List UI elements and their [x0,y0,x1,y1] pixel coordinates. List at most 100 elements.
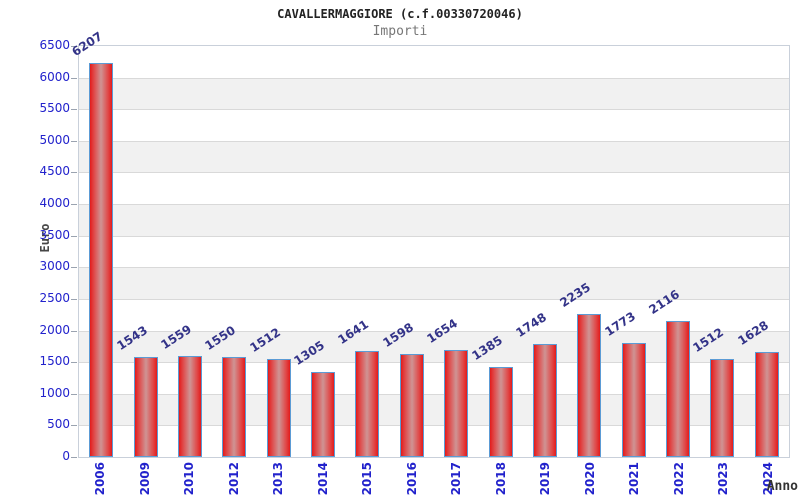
gridline [79,362,789,364]
y-tick-label: 3000 [39,259,70,274]
x-axis-slot: 2018 [479,460,524,500]
plot-band [79,77,789,110]
y-tick-mark [71,457,77,458]
x-tick-label: 2019 [538,462,553,496]
bar-slot: 1773 [602,46,656,457]
x-tick-label: 2010 [182,462,197,496]
bar [532,344,557,457]
y-tick-mark [71,172,77,174]
gridline [79,330,789,332]
bar-slot: 1512 [247,46,301,457]
bar [311,372,336,457]
x-axis-slot: 2019 [523,460,568,500]
bar [621,342,646,457]
plot-band [79,235,789,268]
plot-band [79,46,789,78]
bar [399,353,424,457]
y-tick-label: 500 [47,417,70,432]
y-tick-label: 1000 [39,385,70,400]
x-tick-label: 2015 [360,462,375,496]
y-tick-label: 2000 [39,322,70,337]
x-tick-label: 2017 [449,462,464,496]
x-axis-slot: 2009 [123,460,168,500]
bar [488,367,513,457]
bar-slot: 1550 [203,46,256,457]
y-tick-mark [71,330,77,332]
bar-slot: 1559 [158,46,212,457]
bar-slot: 1654 [425,46,478,457]
gridline [79,393,789,395]
plot-band [79,172,789,205]
bar-slot: 6207 [70,29,123,457]
x-tick-label: 2014 [315,462,330,496]
x-tick-label: 2021 [627,462,642,496]
y-tick-mark [71,425,77,427]
y-tick-label: 2500 [39,290,70,305]
bar [89,62,114,457]
y-tick-label: 5000 [39,132,70,147]
x-axis-slot: 2022 [657,460,702,500]
x-tick-label: 2006 [93,462,108,496]
x-tick-label: 2020 [582,462,597,496]
plot-area: 6207 1543 1559 1550 1512 1305 1641 1598 1654 1385… [70,29,790,458]
bar-slot: 1748 [513,46,567,457]
bar-slot: 2116 [646,46,700,457]
x-tick-label: 2013 [271,462,286,496]
y-tick-label: 6000 [39,69,70,84]
y-tick-mark [71,393,77,395]
x-tick-label: 2009 [137,462,152,496]
bar-slot: 1628 [735,46,789,457]
bar [266,359,291,457]
bar [444,350,469,457]
x-axis-slot: 2014 [301,460,346,500]
chart-title: CAVALLERMAGGIORE (c.f.00330720046) [277,7,523,21]
x-axis-slot: 2016 [390,460,435,500]
y-tick-mark [71,267,77,269]
y-tick-label: 0 [62,449,70,463]
y-tick-mark [71,77,77,79]
plot-band [79,267,789,299]
bar [177,356,202,457]
plot-band [79,109,789,141]
gridline [79,235,789,237]
x-axis-slot: 2020 [568,460,613,500]
x-axis-slot: 2006 [78,460,123,500]
y-tick-mark [71,46,77,47]
x-axis-title: Anno [766,479,798,494]
gridline [79,172,789,174]
gridline [79,109,789,111]
bar-slot: 1385 [469,46,522,457]
y-tick-label: 4000 [39,196,70,211]
bar [222,357,247,457]
y-tick-label: 3500 [39,227,70,242]
bar-slot: 2235 [558,46,611,457]
bar-slot: 1512 [691,46,744,457]
gridline [79,298,789,300]
y-tick-mark [71,204,77,206]
x-tick-label: 2012 [226,462,241,496]
gridline [79,425,789,427]
x-axis-slot: 2021 [612,460,657,500]
gridline [79,267,789,269]
x-axis-slot: 2010 [167,460,212,500]
x-axis-slot: 2017 [434,460,479,500]
x-tick-label: 2018 [493,462,508,496]
x-tick-label: 2022 [671,462,686,496]
gridline [79,140,789,142]
y-tick-mark [71,140,77,142]
y-tick-label: 4500 [39,164,70,179]
plot-band [79,204,789,236]
bar-slot: 1543 [114,46,167,457]
bar-slot: 1598 [380,46,434,457]
x-axis-slot: 2023 [701,460,746,500]
gridline [79,204,789,206]
x-tick-label: 2016 [404,462,419,496]
gridline [79,77,789,79]
bar-slot: 1305 [291,46,345,457]
y-tick-label: 1500 [39,354,70,369]
y-tick-mark [71,109,77,111]
bar [666,321,691,457]
bar [710,359,735,457]
x-axis-slot: 2015 [345,460,390,500]
